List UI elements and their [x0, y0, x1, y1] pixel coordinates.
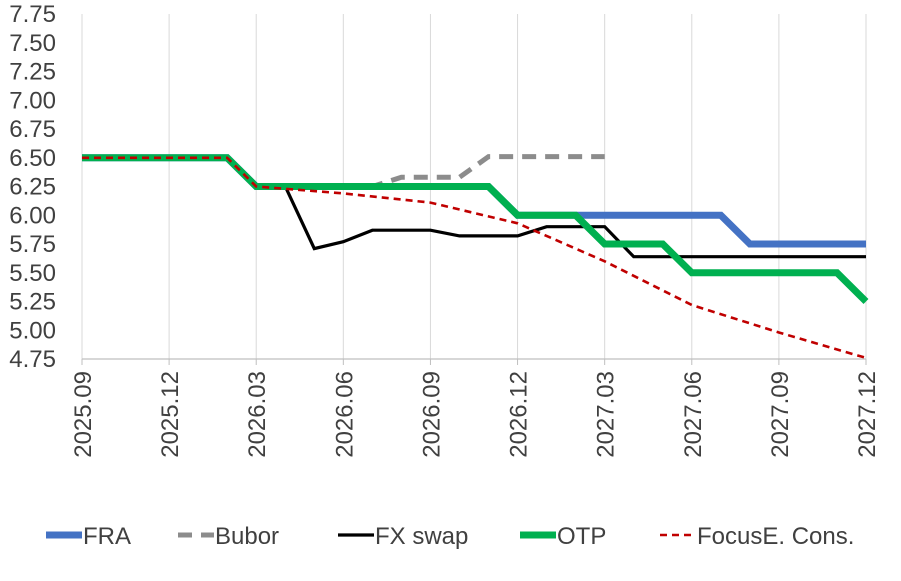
- legend-item-otp: OTP: [520, 523, 606, 550]
- y-tick-label: 5.75: [9, 231, 56, 258]
- y-tick-label: 5.50: [9, 260, 56, 287]
- legend-item-bubor: Bubor: [178, 523, 279, 550]
- y-tick-label: 5.25: [9, 289, 56, 316]
- x-tick-label: 2027.09: [767, 371, 794, 458]
- series-line-bubor: [82, 154, 605, 189]
- x-axis: 2025.09 2025.12 2026.03 2026.06 2026.09 2026.…: [70, 371, 881, 458]
- legend-item-fra: FRA: [46, 523, 131, 550]
- y-tick-label: 6.50: [9, 145, 56, 172]
- x-tick-label: 2027.03: [593, 371, 620, 458]
- series-line-focuse-cons-: [82, 156, 867, 360]
- series-line-fra: [82, 154, 866, 248]
- legend-item-focuse-cons-: FocusE. Cons.: [660, 523, 854, 550]
- y-axis: 4.755.005.255.505.756.006.256.506.757.00…: [9, 1, 56, 373]
- y-tick-label: 5.00: [9, 317, 56, 344]
- series-lines: [82, 154, 869, 360]
- x-tick-label: 2027.12: [854, 371, 881, 458]
- series-line-otp: [82, 154, 869, 304]
- y-tick-label: 6.25: [9, 174, 56, 201]
- x-tick-label: 2026.12: [506, 371, 533, 458]
- y-tick-label: 4.75: [9, 346, 56, 373]
- x-tick-label: 2025.09: [70, 371, 97, 458]
- y-tick-label: 7.00: [9, 87, 56, 114]
- legend-item-fx-swap: FX swap: [338, 523, 468, 550]
- x-tick-label: 2027.06: [680, 371, 707, 458]
- y-tick-label: 7.25: [9, 59, 56, 86]
- legend: FRA Bubor FX swap OTP FocusE. Cons.: [46, 523, 854, 550]
- legend-label: FRA: [83, 523, 131, 550]
- x-tick-label: 2025.12: [157, 371, 184, 458]
- y-tick-label: 7.75: [9, 1, 56, 28]
- legend-label: FocusE. Cons.: [697, 523, 854, 550]
- x-tick-label: 2026.06: [331, 371, 358, 458]
- y-tick-label: 6.75: [9, 116, 56, 143]
- y-tick-label: 6.00: [9, 202, 56, 229]
- legend-label: FX swap: [375, 523, 468, 550]
- legend-label: Bubor: [215, 523, 279, 550]
- x-tick-label: 2026.09: [418, 371, 445, 458]
- y-tick-label: 7.50: [9, 30, 56, 57]
- legend-label: OTP: [557, 523, 606, 550]
- x-tick-label: 2026.03: [244, 371, 271, 458]
